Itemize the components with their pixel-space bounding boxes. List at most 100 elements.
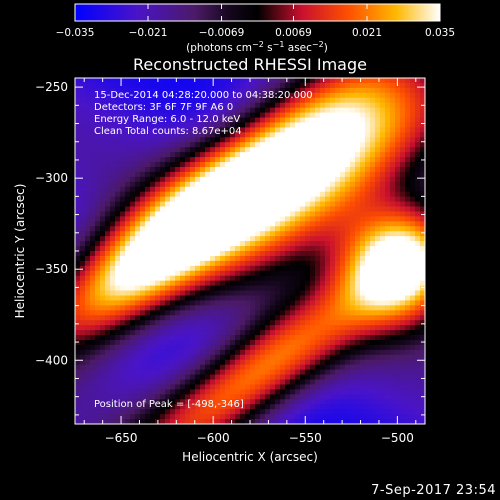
heatmap-cell — [275, 404, 281, 410]
heatmap-cell — [80, 137, 86, 143]
heatmap-cell — [405, 330, 411, 336]
heatmap-cell — [125, 270, 131, 277]
heatmap-cell — [350, 260, 356, 267]
heatmap-cell — [370, 201, 376, 208]
heatmap-cell — [230, 201, 236, 208]
heatmap-cell — [115, 78, 121, 84]
heatmap-cell — [230, 349, 236, 356]
heatmap-cell — [295, 339, 301, 346]
heatmap-cell — [305, 147, 311, 153]
heatmap-cell — [105, 325, 111, 331]
heatmap-cell — [300, 414, 306, 420]
heatmap-cell — [360, 92, 366, 99]
heatmap-cell — [240, 97, 246, 104]
heatmap-cell — [305, 186, 311, 193]
heatmap-cell — [335, 270, 341, 277]
heatmap-cell — [260, 117, 266, 124]
heatmap-cell — [100, 201, 106, 208]
heatmap-cell — [130, 364, 136, 371]
heatmap-cell — [345, 137, 351, 143]
heatmap-cell — [230, 409, 236, 415]
heatmap-cell — [365, 379, 371, 386]
heatmap-cell — [275, 384, 281, 390]
heatmap-cell — [135, 419, 141, 424]
heatmap-cell — [165, 241, 171, 247]
heatmap-cell — [250, 389, 256, 395]
heatmap-cell — [260, 87, 266, 94]
heatmap-cell — [240, 206, 246, 213]
heatmap-cell — [185, 82, 191, 89]
heatmap-cell — [170, 339, 176, 346]
heatmap-cell — [150, 122, 156, 129]
heatmap-cell — [265, 196, 271, 203]
heatmap-cell — [345, 112, 351, 119]
heatmap-cell — [405, 246, 411, 252]
heatmap-cell — [255, 354, 261, 361]
heatmap-cell — [135, 132, 141, 138]
heatmap-cell — [90, 132, 96, 138]
heatmap-cell — [200, 384, 206, 390]
heatmap-cell — [255, 147, 261, 153]
heatmap-cell — [80, 394, 86, 400]
heatmap-cell — [350, 216, 356, 222]
heatmap-cell — [275, 295, 281, 302]
heatmap-cell — [75, 339, 81, 346]
heatmap-cell — [210, 275, 216, 282]
heatmap-cell — [385, 176, 391, 183]
heatmap-cell — [90, 394, 96, 400]
heatmap-cell — [360, 419, 366, 424]
heatmap-cell — [265, 206, 271, 213]
heatmap-cell — [165, 354, 171, 361]
heatmap-cell — [265, 384, 271, 390]
heatmap-cell — [280, 414, 286, 420]
heatmap-cell — [325, 315, 331, 321]
heatmap-cell — [125, 325, 131, 331]
heatmap-cell — [210, 196, 216, 203]
heatmap-cell — [415, 127, 421, 133]
heatmap-cell — [275, 339, 281, 346]
heatmap-cell — [135, 186, 141, 193]
heatmap-cell — [105, 196, 111, 203]
heatmap-cell — [335, 206, 341, 213]
heatmap-cell — [410, 251, 416, 257]
heatmap-cell — [80, 206, 86, 213]
heatmap-cell — [240, 265, 246, 272]
heatmap-cell — [400, 226, 406, 232]
heatmap-cell — [380, 359, 386, 366]
heatmap-cell — [90, 181, 96, 188]
heatmap-cell — [245, 107, 251, 114]
heatmap-cell — [295, 394, 301, 400]
heatmap-cell — [270, 270, 276, 277]
heatmap-cell — [330, 186, 336, 193]
heatmap-cell — [215, 176, 221, 183]
heatmap-cell — [415, 137, 421, 143]
heatmap-cell — [115, 399, 121, 405]
heatmap-cell — [345, 419, 351, 424]
heatmap-cell — [190, 354, 196, 361]
heatmap-cell — [230, 142, 236, 148]
heatmap-cell — [380, 389, 386, 395]
heatmap-cell — [340, 147, 346, 153]
heatmap-cell — [255, 166, 261, 173]
heatmap-cell — [315, 162, 321, 168]
heatmap-cell — [375, 404, 381, 410]
heatmap-cell — [165, 132, 171, 138]
heatmap-cell — [325, 310, 331, 316]
heatmap-cell — [385, 171, 391, 178]
heatmap-cell — [200, 414, 206, 420]
heatmap-cell — [395, 344, 401, 351]
heatmap-cell — [420, 270, 425, 277]
heatmap-cell — [160, 181, 166, 188]
heatmap-cell — [100, 226, 106, 232]
heatmap-cell — [285, 152, 291, 158]
heatmap-cell — [295, 330, 301, 336]
heatmap-cell — [310, 206, 316, 213]
heatmap-cell — [155, 384, 161, 390]
heatmap-cell — [310, 117, 316, 124]
heatmap-cell — [135, 102, 141, 109]
heatmap-cell — [200, 132, 206, 138]
heatmap-cell — [335, 369, 341, 376]
heatmap-cell — [125, 87, 131, 94]
heatmap-cell — [280, 290, 286, 297]
heatmap-cell — [405, 295, 411, 302]
